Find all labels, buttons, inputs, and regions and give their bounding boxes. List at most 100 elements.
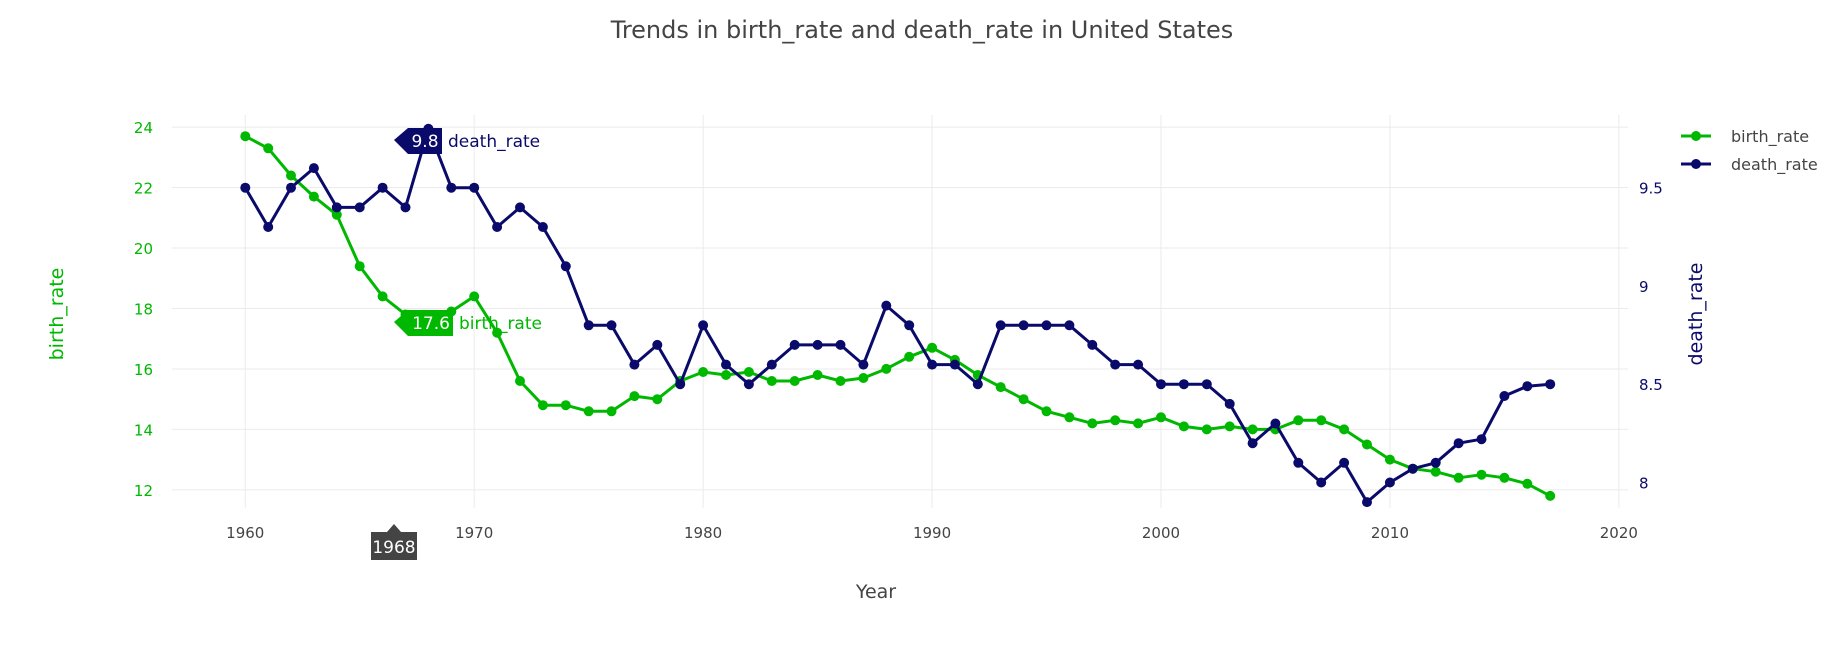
death-rate-point[interactable] (1499, 391, 1510, 401)
death-rate-point[interactable] (492, 222, 503, 232)
birth-rate-point[interactable] (721, 370, 731, 380)
birth-rate-point[interactable] (1316, 415, 1327, 426)
death-rate-point[interactable] (972, 379, 983, 390)
birth-rate-point[interactable] (835, 376, 846, 386)
birth-rate-point[interactable] (1522, 478, 1533, 489)
birth-rate-point[interactable] (1499, 472, 1510, 483)
death-rate-point[interactable] (263, 222, 274, 232)
birth-rate-point[interactable] (1087, 418, 1098, 429)
death-rate-point[interactable] (652, 339, 663, 350)
death-rate-point[interactable] (1522, 381, 1533, 392)
death-rate-point[interactable] (1339, 457, 1350, 468)
death-rate-point[interactable] (812, 339, 823, 350)
birth-rate-point[interactable] (1178, 421, 1189, 432)
death-rate-point[interactable] (1110, 359, 1121, 370)
death-rate-point[interactable] (927, 359, 938, 370)
birth-rate-point[interactable] (743, 367, 754, 377)
death-rate-point[interactable] (858, 359, 869, 370)
death-rate-point[interactable] (240, 182, 251, 193)
death-rate-point[interactable] (606, 320, 617, 331)
birth-rate-point[interactable] (286, 170, 296, 181)
death-rate-point[interactable] (1293, 457, 1304, 468)
death-rate-point[interactable] (995, 320, 1006, 331)
birth-rate-point[interactable] (995, 382, 1006, 393)
death-rate-point[interactable] (766, 359, 777, 370)
birth-rate-point[interactable] (263, 143, 274, 154)
birth-rate-point[interactable] (1453, 472, 1464, 483)
death-rate-point[interactable] (308, 163, 319, 174)
birth-rate-point[interactable] (1156, 412, 1166, 423)
death-rate-point[interactable] (560, 261, 571, 272)
birth-rate-point[interactable] (812, 370, 823, 380)
death-rate-point[interactable] (1384, 477, 1395, 488)
death-rate-point[interactable] (1316, 477, 1327, 488)
death-rate-point[interactable] (629, 359, 640, 370)
birth-rate-point[interactable] (881, 363, 892, 374)
birth-rate-point[interactable] (354, 261, 365, 272)
death-rate-point[interactable] (286, 182, 296, 193)
birth-rate-point[interactable] (927, 342, 938, 353)
birth-rate-point[interactable] (240, 131, 251, 142)
birth-rate-point[interactable] (1476, 469, 1487, 480)
death-rate-point[interactable] (1201, 379, 1212, 390)
birth-rate-point[interactable] (515, 376, 525, 386)
death-rate-point[interactable] (583, 320, 594, 331)
birth-rate-point[interactable] (1430, 466, 1441, 477)
birth-rate-point[interactable] (789, 376, 800, 386)
birth-rate-point[interactable] (308, 191, 319, 202)
death-rate-point[interactable] (515, 202, 525, 213)
death-rate-point[interactable] (949, 359, 960, 370)
death-rate-point[interactable] (675, 379, 686, 390)
death-rate-point[interactable] (377, 182, 388, 193)
birth-rate-point[interactable] (1201, 424, 1212, 435)
death-rate-point[interactable] (1247, 438, 1258, 449)
birth-rate-point[interactable] (904, 351, 915, 362)
death-rate-point[interactable] (1087, 339, 1098, 350)
birth-rate-point[interactable] (1133, 418, 1144, 429)
birth-rate-point[interactable] (1224, 421, 1235, 432)
birth-rate-point[interactable] (583, 406, 594, 417)
death-rate-point[interactable] (400, 202, 411, 213)
death-rate-point[interactable] (1476, 434, 1487, 445)
birth-rate-point[interactable] (1064, 412, 1075, 423)
legend-item-birth-rate[interactable]: birth_rate (1681, 127, 1809, 147)
death-rate-point[interactable] (881, 300, 892, 311)
birth-rate-point[interactable] (469, 291, 480, 302)
birth-rate-point[interactable] (606, 406, 617, 417)
birth-rate-point[interactable] (560, 400, 571, 411)
birth-rate-point[interactable] (629, 391, 640, 402)
death-rate-point[interactable] (1064, 320, 1075, 331)
death-rate-point[interactable] (1133, 359, 1144, 370)
death-rate-point[interactable] (1545, 379, 1556, 390)
death-rate-point[interactable] (1178, 379, 1189, 390)
death-rate-point[interactable] (904, 320, 915, 331)
birth-rate-point[interactable] (331, 209, 342, 220)
birth-rate-point[interactable] (1018, 394, 1029, 405)
death-rate-point[interactable] (1041, 320, 1052, 331)
death-rate-point[interactable] (469, 182, 480, 193)
death-rate-point[interactable] (835, 339, 846, 350)
birth-rate-point[interactable] (537, 400, 548, 411)
death-rate-point[interactable] (1362, 497, 1372, 508)
birth-rate-point[interactable] (1293, 415, 1304, 426)
birth-rate-point[interactable] (1362, 439, 1372, 450)
death-rate-point[interactable] (1430, 457, 1441, 468)
death-rate-point[interactable] (743, 379, 754, 390)
birth-rate-point[interactable] (652, 394, 663, 405)
death-rate-point[interactable] (354, 202, 365, 213)
death-rate-point[interactable] (537, 222, 548, 232)
birth-rate-point[interactable] (1247, 424, 1258, 435)
birth-rate-point[interactable] (1110, 415, 1121, 426)
death-rate-point[interactable] (1407, 463, 1418, 474)
legend-item-death-rate[interactable]: death_rate (1681, 155, 1818, 175)
birth-rate-point[interactable] (1339, 424, 1350, 435)
death-rate-point[interactable] (1018, 320, 1029, 331)
death-rate-point[interactable] (721, 359, 731, 370)
birth-rate-point[interactable] (1041, 406, 1052, 417)
death-rate-point[interactable] (1270, 418, 1281, 429)
death-rate-point[interactable] (789, 339, 800, 350)
birth-rate-point[interactable] (698, 367, 709, 377)
death-rate-point[interactable] (698, 320, 709, 331)
birth-rate-point[interactable] (766, 376, 777, 386)
birth-rate-point[interactable] (858, 373, 869, 383)
